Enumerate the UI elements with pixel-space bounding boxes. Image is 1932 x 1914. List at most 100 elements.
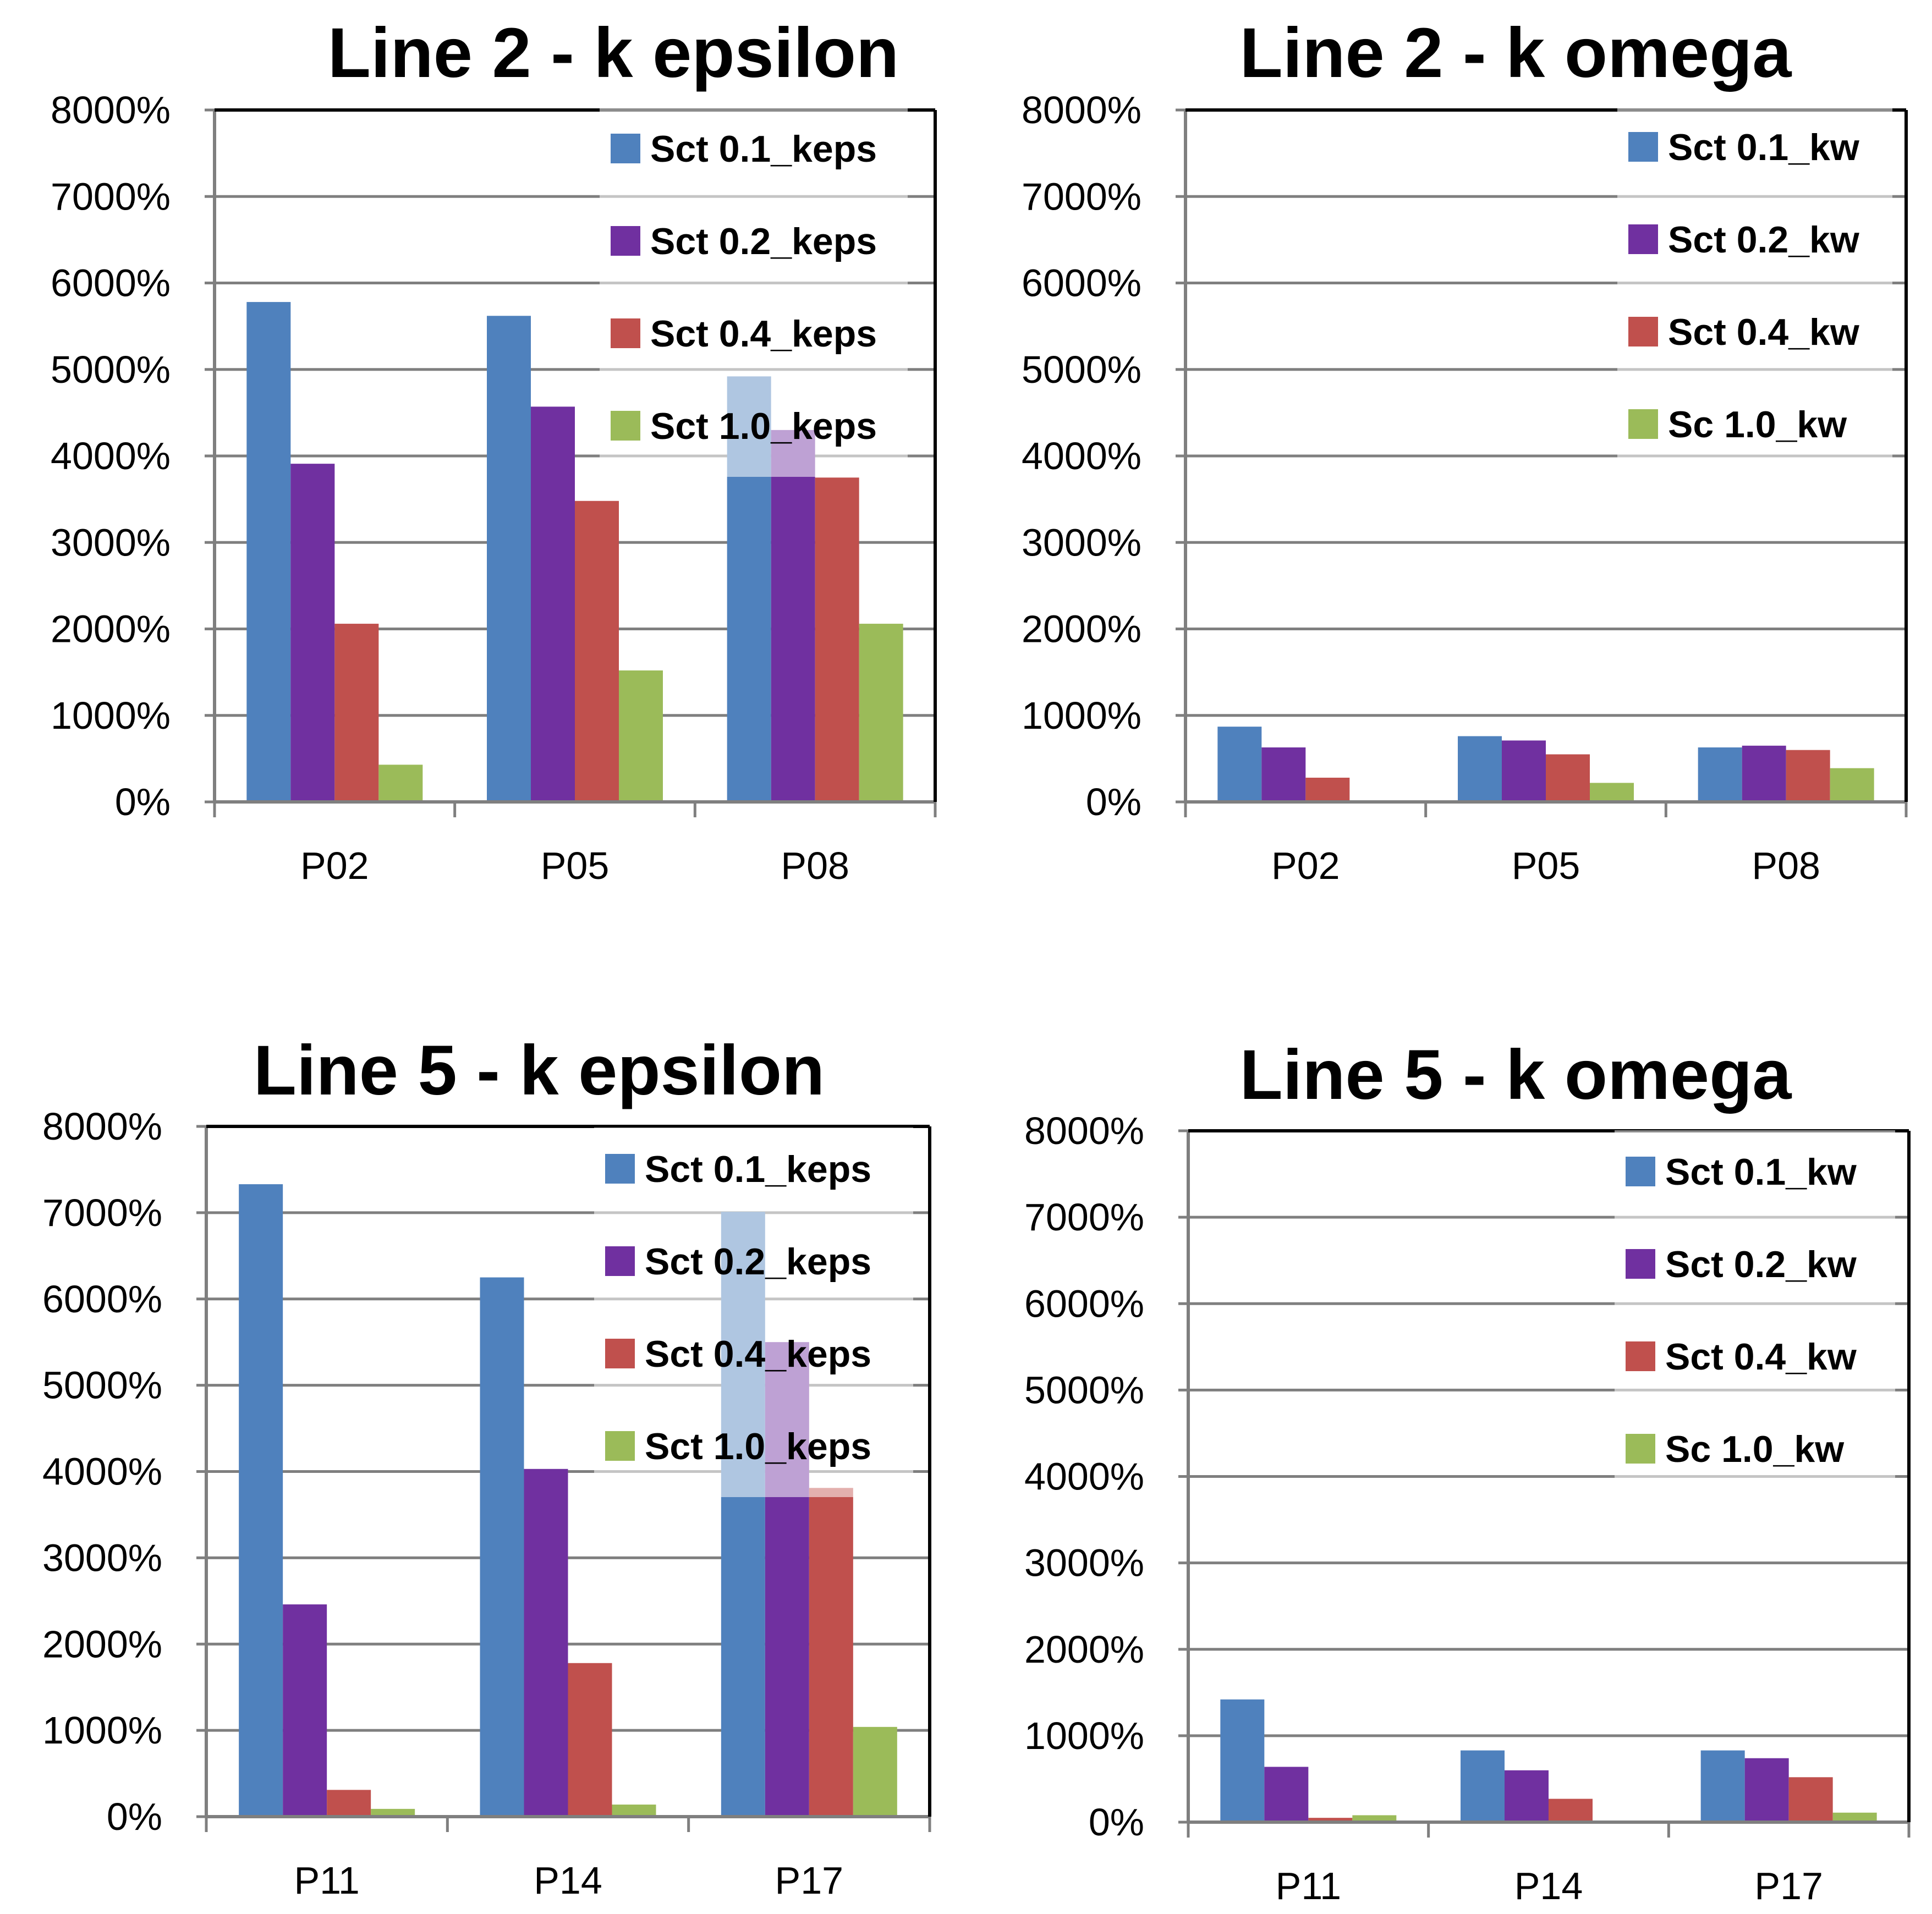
bar [1458, 736, 1502, 802]
bar [815, 477, 859, 802]
legend-label: Sct 1.0_keps [645, 1426, 871, 1467]
legend-swatch [1626, 1434, 1655, 1464]
x-tick-label: P11 [294, 1859, 359, 1902]
y-tick-label: 7000% [51, 175, 171, 218]
bar [1502, 740, 1546, 802]
x-tick-label: P05 [1512, 844, 1580, 887]
y-tick-label: 5000% [42, 1364, 162, 1407]
legend-label: Sc 1.0_kw [1668, 404, 1847, 446]
bar [524, 1469, 568, 1817]
bar [1698, 747, 1742, 802]
x-tick-label: P17 [1754, 1865, 1823, 1907]
legend-swatch [605, 1431, 635, 1461]
legend-label: Sct 1.0_keps [650, 405, 877, 447]
y-tick-label: 1000% [1024, 1714, 1144, 1757]
bar [1505, 1770, 1549, 1822]
y-tick-label: 1000% [51, 694, 171, 737]
y-tick-label: 1000% [1022, 694, 1141, 737]
y-tick-label: 6000% [51, 262, 171, 305]
bar [1261, 747, 1306, 802]
x-tick-label: P08 [781, 844, 849, 887]
legend-label: Sct 0.1_keps [650, 128, 877, 170]
legend-swatch [611, 134, 640, 163]
legend-swatch [1626, 1341, 1655, 1371]
bar [1220, 1699, 1265, 1822]
chart-title: Line 5 - k omega [1240, 1036, 1792, 1114]
y-tick-label: 4000% [51, 435, 171, 477]
legend-box [594, 1128, 913, 1497]
legend-swatch [611, 318, 640, 348]
x-tick-label: P02 [1271, 844, 1340, 887]
y-tick-label: 2000% [51, 608, 171, 651]
bar [1590, 783, 1634, 802]
y-tick-label: 4000% [1022, 435, 1141, 477]
y-tick-label: 6000% [1024, 1282, 1144, 1325]
chart-4: Line 5 - k omega 0% 1000% 2000% 3000% 4000% 50… [1024, 1036, 1911, 1907]
y-tick-label: 2000% [42, 1623, 162, 1665]
x-tick-label: P11 [1276, 1865, 1341, 1907]
x-tick-label: P02 [300, 844, 369, 887]
x-tick-label: P05 [541, 844, 610, 887]
bar [1546, 754, 1590, 802]
bar [575, 501, 619, 802]
legend-label: Sct 0.2_keps [650, 221, 877, 262]
legend-swatch [1628, 409, 1658, 439]
bar [859, 624, 903, 802]
y-tick-label: 3000% [1022, 521, 1141, 564]
chart-title: Line 2 - k epsilon [328, 14, 899, 92]
bar [853, 1726, 897, 1817]
y-tick-label: 2000% [1022, 608, 1141, 651]
y-tick-label: 6000% [1022, 262, 1141, 305]
bar [1744, 1758, 1789, 1822]
y-tick-label: 8000% [1024, 1109, 1144, 1152]
legend-swatch [1626, 1157, 1655, 1186]
bar [246, 302, 291, 802]
legend-swatch [1628, 317, 1658, 346]
x-tick-label: P08 [1752, 844, 1820, 887]
bar [1305, 777, 1350, 802]
bar [283, 1604, 327, 1817]
y-tick-label: 7000% [1024, 1196, 1144, 1239]
legend-label: Sct 0.1_keps [645, 1148, 871, 1190]
bar [1352, 1815, 1397, 1822]
y-tick-label: 1000% [42, 1709, 162, 1752]
chart-2: Line 2 - k omega 0% 1000% 2000% 3000% 4000% 50… [1022, 14, 1908, 887]
y-tick-label: 8000% [42, 1105, 162, 1148]
bar [1264, 1767, 1309, 1822]
bar [290, 464, 335, 802]
legend-swatch [1628, 224, 1658, 254]
y-tick-label: 3000% [42, 1536, 162, 1579]
y-tick-label: 0% [1089, 1801, 1144, 1844]
legend-label: Sct 0.4_kw [1665, 1336, 1857, 1378]
legend-swatch [605, 1154, 635, 1184]
bar [809, 1488, 853, 1817]
chart-3: Line 5 - k epsilon 0% 1000% 2000% 3000% 4000%… [42, 1031, 931, 1902]
bar [239, 1184, 283, 1817]
y-tick-label: 0% [1086, 780, 1141, 823]
bar [771, 430, 815, 802]
y-tick-label: 0% [107, 1795, 162, 1838]
legend-label: Sct 0.4_keps [645, 1333, 871, 1375]
bar [1830, 768, 1874, 802]
y-tick-label: 4000% [42, 1450, 162, 1493]
y-tick-label: 7000% [1022, 175, 1141, 218]
legend-swatch [611, 411, 640, 441]
bar [1832, 1812, 1877, 1822]
legend-label: Sct 0.1_kw [1665, 1151, 1857, 1193]
x-tick-label: P17 [775, 1859, 844, 1902]
bar [480, 1277, 524, 1817]
x-tick-label: P14 [534, 1859, 602, 1902]
y-tick-label: 7000% [42, 1191, 162, 1234]
y-tick-label: 4000% [1024, 1455, 1144, 1498]
y-tick-label: 3000% [1024, 1542, 1144, 1585]
legend-label: Sc 1.0_kw [1665, 1428, 1845, 1470]
y-tick-label: 3000% [51, 521, 171, 564]
chart-title: Line 2 - k omega [1240, 14, 1792, 92]
y-tick-label: 6000% [42, 1278, 162, 1321]
legend-swatch [605, 1246, 635, 1276]
bar [334, 624, 379, 802]
y-tick-label: 5000% [51, 348, 171, 391]
y-tick-label: 8000% [51, 89, 171, 131]
bar [371, 1808, 415, 1817]
